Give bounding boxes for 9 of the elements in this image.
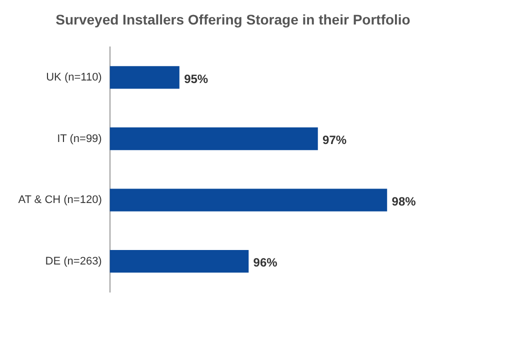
data-label: 97% <box>322 133 347 148</box>
chart-title: Surveyed Installers Offering Storage in their Portfolio <box>56 11 410 28</box>
y-tick-label: DE (n=263) <box>45 255 102 268</box>
data-label: 96% <box>253 256 278 270</box>
y-tick-label: UK (n=110) <box>46 71 102 84</box>
data-label: 98% <box>392 194 416 208</box>
y-tick-label: IT (n=99) <box>57 132 102 145</box>
data-label: 95% <box>184 72 208 86</box>
y-tick-label: AT & CH (n=120) <box>18 194 102 206</box>
